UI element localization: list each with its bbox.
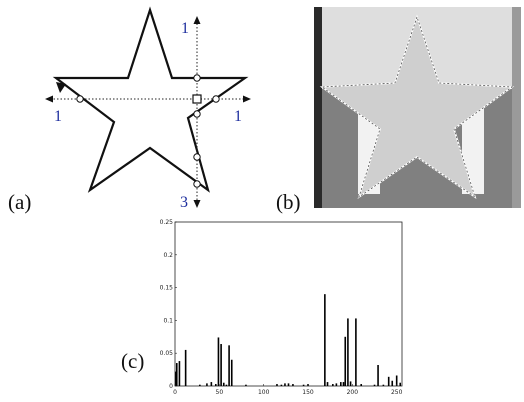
histogram-bar <box>175 363 178 386</box>
y-tick-label: 0.05 <box>160 350 174 357</box>
histogram-bar <box>245 384 247 386</box>
histogram-bar <box>349 381 352 386</box>
axis-number-top: 1 <box>181 20 189 37</box>
histogram-bar <box>335 383 338 386</box>
histogram-bar <box>324 294 326 386</box>
axis-number-bottom: 3 <box>180 194 188 211</box>
x-tick-label: 250 <box>391 389 403 396</box>
axis-number-right: 1 <box>234 108 242 125</box>
arrow-right-icon <box>243 95 251 103</box>
intersection-point <box>212 95 220 103</box>
histogram-bar <box>284 383 286 386</box>
histogram-bar <box>342 382 345 386</box>
histogram-bar <box>228 345 230 386</box>
x-tick-label: 200 <box>347 389 359 396</box>
histogram-bar <box>373 384 376 386</box>
x-tick-label: 0 <box>173 389 177 396</box>
x-tick-label: 150 <box>302 389 314 396</box>
panel-label-b: (b) <box>276 190 301 214</box>
histogram-bar <box>217 337 220 386</box>
intersection-point <box>193 110 201 118</box>
arrow-down-icon <box>193 200 201 208</box>
image-right-edge <box>512 7 521 208</box>
histogram-bar <box>347 318 349 386</box>
panel-c-histogram: 0 50 100 150 200 250 0 0.05 0.1 0.15 0.2 0.25 <box>160 219 403 396</box>
histogram-bar <box>210 382 213 386</box>
histogram-bar <box>399 382 402 386</box>
histogram-bar <box>355 318 357 386</box>
histogram-bar <box>199 384 201 386</box>
arrow-up-icon <box>193 16 201 24</box>
image-left-bar <box>314 7 322 208</box>
contour-start-arrow-icon <box>56 82 66 93</box>
x-tick-label: 50 <box>216 389 224 396</box>
histogram-bar <box>391 380 394 386</box>
y-tick-label: 0 <box>169 383 173 390</box>
y-tick-label: 0.25 <box>160 219 174 226</box>
histogram-bar <box>225 384 228 386</box>
panel-b-star-image <box>314 7 521 208</box>
histogram-bar <box>344 336 347 386</box>
histogram-bar <box>382 384 385 386</box>
histogram-bar <box>220 344 222 386</box>
histogram-bar <box>340 382 342 386</box>
histogram-bar <box>178 361 181 386</box>
star-outline <box>52 6 249 193</box>
histogram-bar <box>214 384 217 386</box>
histogram-bar <box>175 371 177 386</box>
intersection-point <box>193 74 201 82</box>
histogram-bar <box>332 384 334 386</box>
y-tick-label: 0.15 <box>160 285 174 292</box>
histogram-bar <box>222 382 225 386</box>
intersection-point <box>193 153 201 161</box>
y-tick-label: 0.2 <box>163 252 173 259</box>
arrow-left-icon <box>45 95 53 103</box>
histogram-bar <box>326 382 329 386</box>
panel-a-star-contour: 1 1 1 3 <box>45 6 251 211</box>
histogram-bar <box>280 384 283 386</box>
histogram-bar <box>387 376 390 386</box>
histogram-bar <box>395 375 398 386</box>
plot-frame <box>174 221 403 387</box>
panel-label-c: (c) <box>121 349 145 373</box>
histogram-bar <box>206 383 208 386</box>
image-star-outline <box>320 15 514 198</box>
histogram-bar <box>377 365 379 386</box>
histogram-bar <box>184 349 187 386</box>
panel-label-a: (a) <box>8 190 32 214</box>
axis-number-left: 1 <box>54 108 62 125</box>
histogram-bar <box>287 383 290 386</box>
histogram-bar <box>360 384 363 386</box>
intersection-point <box>76 95 84 103</box>
histogram-bar <box>302 384 305 386</box>
y-tick-label: 0.1 <box>163 317 173 324</box>
intersection-point <box>193 180 201 188</box>
center-marker <box>192 94 202 104</box>
histogram-bar <box>276 384 278 386</box>
x-tick-label: 100 <box>258 389 270 396</box>
histogram-bar <box>230 359 233 386</box>
histogram-bar <box>292 384 294 386</box>
